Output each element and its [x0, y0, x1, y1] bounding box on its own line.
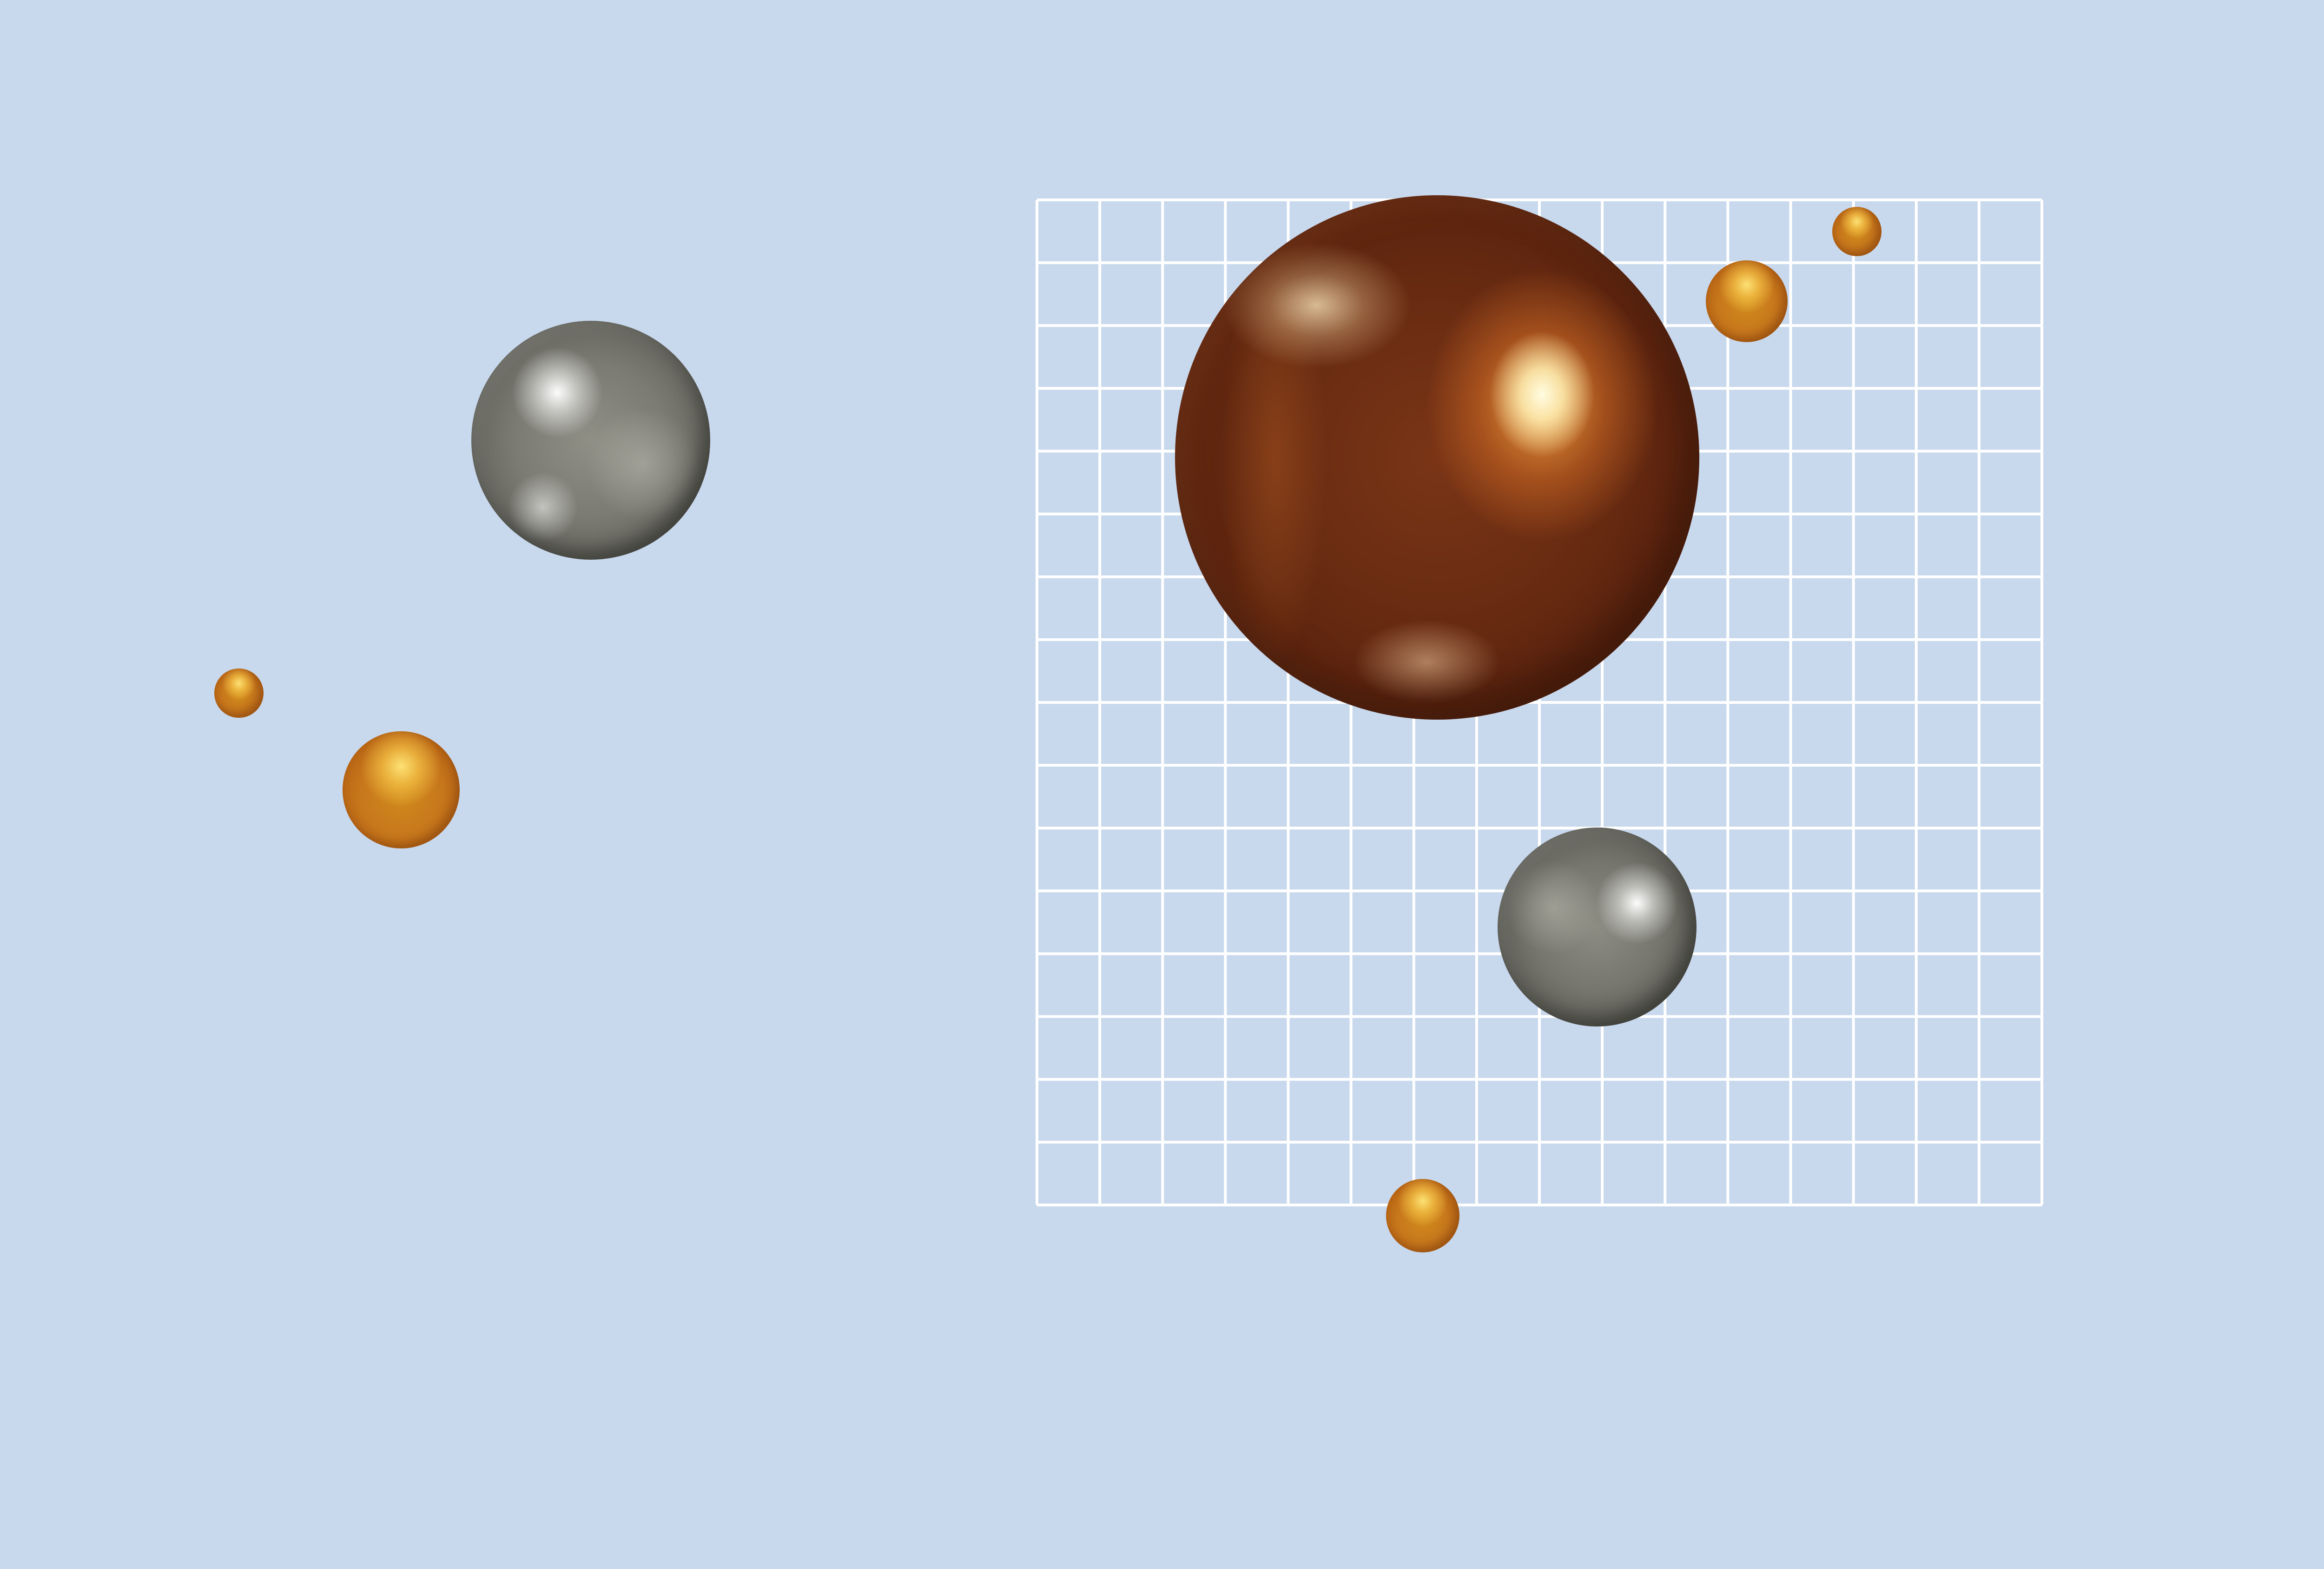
copper-sphere-large	[1175, 195, 1699, 720]
silver-sphere-left	[471, 321, 710, 560]
gold-sphere-tiny-left	[214, 669, 264, 718]
gold-sphere-top-right	[1706, 260, 1788, 342]
silver-sphere-grid	[1498, 828, 1697, 1026]
gold-sphere-tiny-top-right	[1832, 207, 1882, 256]
gold-sphere-medium-left	[343, 731, 460, 848]
gold-sphere-bottom	[1386, 1179, 1459, 1252]
